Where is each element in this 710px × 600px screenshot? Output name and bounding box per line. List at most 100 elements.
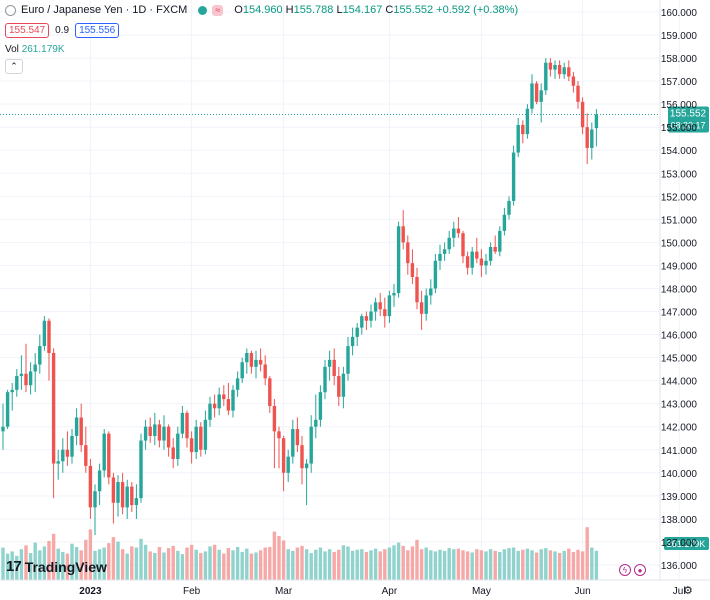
volume-bar <box>245 548 249 580</box>
y-tick-label: 141.000 <box>661 446 698 457</box>
y-tick-label: 145.000 <box>661 354 698 365</box>
candle-body <box>97 470 102 492</box>
volume-bar <box>176 550 180 580</box>
y-tick-label: 151.000 <box>661 215 698 226</box>
ohlc-values: O154.960 H155.788 L154.167 C155.552 +0.5… <box>234 4 519 16</box>
volume-bar <box>387 547 392 580</box>
sell-button[interactable]: 155.547 <box>5 23 50 38</box>
gear-icon[interactable]: ⚙ <box>683 585 693 597</box>
price-axis[interactable]: 160.000 159.000 158.000 157.000 156.000 155.0… <box>659 0 698 580</box>
buy-button[interactable]: 155.556 <box>75 23 120 38</box>
volume-bar <box>383 549 387 580</box>
symbol-flag-icon <box>5 4 16 16</box>
candle-body <box>125 486 129 508</box>
volume-bar <box>516 550 520 580</box>
volume-bar <box>337 549 341 580</box>
volume-bar <box>74 547 79 580</box>
x-tick-label: Apr <box>382 586 398 597</box>
x-tick-label: Feb <box>183 586 201 597</box>
volume-bar <box>369 550 373 580</box>
logo-text: TradingView <box>24 558 107 575</box>
volume-bar <box>143 544 148 580</box>
candle-body <box>84 445 88 466</box>
candle-body <box>79 417 83 446</box>
candle-body <box>5 392 10 427</box>
volume-legend[interactable]: Vol 261.179K <box>5 44 65 55</box>
y-tick-label: 150.000 <box>661 238 698 249</box>
candle-body <box>461 233 465 257</box>
y-tick-label: 156.000 <box>661 100 698 111</box>
volume-bar <box>590 547 594 580</box>
volume-bar <box>125 553 129 580</box>
volume-bar <box>562 550 566 580</box>
volume-bar <box>51 533 56 580</box>
candle-body <box>470 251 474 268</box>
candle-body <box>19 373 24 377</box>
candle-body <box>24 373 28 386</box>
x-tick-label: Jul <box>673 586 686 597</box>
volume-bar <box>1 547 5 580</box>
candle-body <box>171 447 175 459</box>
candle-body <box>415 276 419 303</box>
volume-bar <box>318 547 323 580</box>
candle-body <box>337 376 341 397</box>
candle-body <box>245 352 249 363</box>
volume-bar <box>208 546 212 580</box>
volume-bar <box>24 545 28 580</box>
candle-body <box>139 440 143 499</box>
volume-bar <box>65 553 70 580</box>
volume-bar <box>355 549 359 580</box>
candle-body <box>488 247 493 261</box>
volume-bar <box>429 550 433 580</box>
candle-body <box>120 482 125 508</box>
candle-body <box>585 127 589 148</box>
candle-body <box>571 76 576 86</box>
candle-body <box>134 498 139 506</box>
volume-bar <box>212 544 217 580</box>
x-tick-label: 2023 <box>79 586 102 597</box>
volume-bar <box>327 549 332 580</box>
volume-bar <box>88 529 93 580</box>
volume-bar <box>61 551 65 580</box>
x-tick-label: May <box>472 586 491 597</box>
candle-body <box>222 394 226 400</box>
volume-bar <box>594 550 599 580</box>
tradingview-logo[interactable]: 17 TradingView <box>6 558 107 575</box>
candle-body <box>281 438 286 473</box>
countdown-label: 08:20:17 <box>670 120 705 130</box>
volume-bar <box>401 545 405 580</box>
volume-bar <box>120 549 125 580</box>
volume-bar <box>364 551 369 580</box>
collapse-legend-button[interactable]: ⌃ <box>5 59 23 74</box>
candle-body <box>212 403 217 409</box>
volume-bar <box>93 550 97 580</box>
volume-bar <box>300 545 304 580</box>
volume-bar <box>580 551 585 580</box>
y-tick-label: 137.000 <box>661 538 698 549</box>
y-tick-label: 139.000 <box>661 492 698 503</box>
y-tick-label: 142.000 <box>661 423 698 434</box>
time-axis[interactable]: 2023FebMarAprMayJunJul24 <box>0 579 710 597</box>
candle-body <box>304 463 309 469</box>
candle-body <box>396 226 401 294</box>
record-icon[interactable]: ● <box>634 564 646 576</box>
candle-body <box>383 309 387 317</box>
symbol-legend[interactable]: Euro / Japanese Yen · 1D · FXCM ≈ O154.9… <box>5 4 518 16</box>
volume-bar <box>134 547 139 580</box>
candle-body <box>249 352 254 367</box>
candle-body <box>15 376 19 390</box>
volume-bar <box>484 551 488 580</box>
volume-bar <box>557 553 562 580</box>
lightning-icon[interactable]: ϟ <box>619 564 631 576</box>
volume-bar <box>396 542 401 580</box>
volume-bar <box>153 553 157 580</box>
candle-body <box>74 417 79 436</box>
volume-bar <box>281 540 286 580</box>
candle-body <box>180 412 185 434</box>
candle-body <box>38 346 42 365</box>
candle-body <box>263 364 267 379</box>
symbol-title[interactable]: Euro / Japanese Yen · 1D · FXCM <box>21 4 188 16</box>
volume-value-label: 261.179K <box>667 539 706 549</box>
